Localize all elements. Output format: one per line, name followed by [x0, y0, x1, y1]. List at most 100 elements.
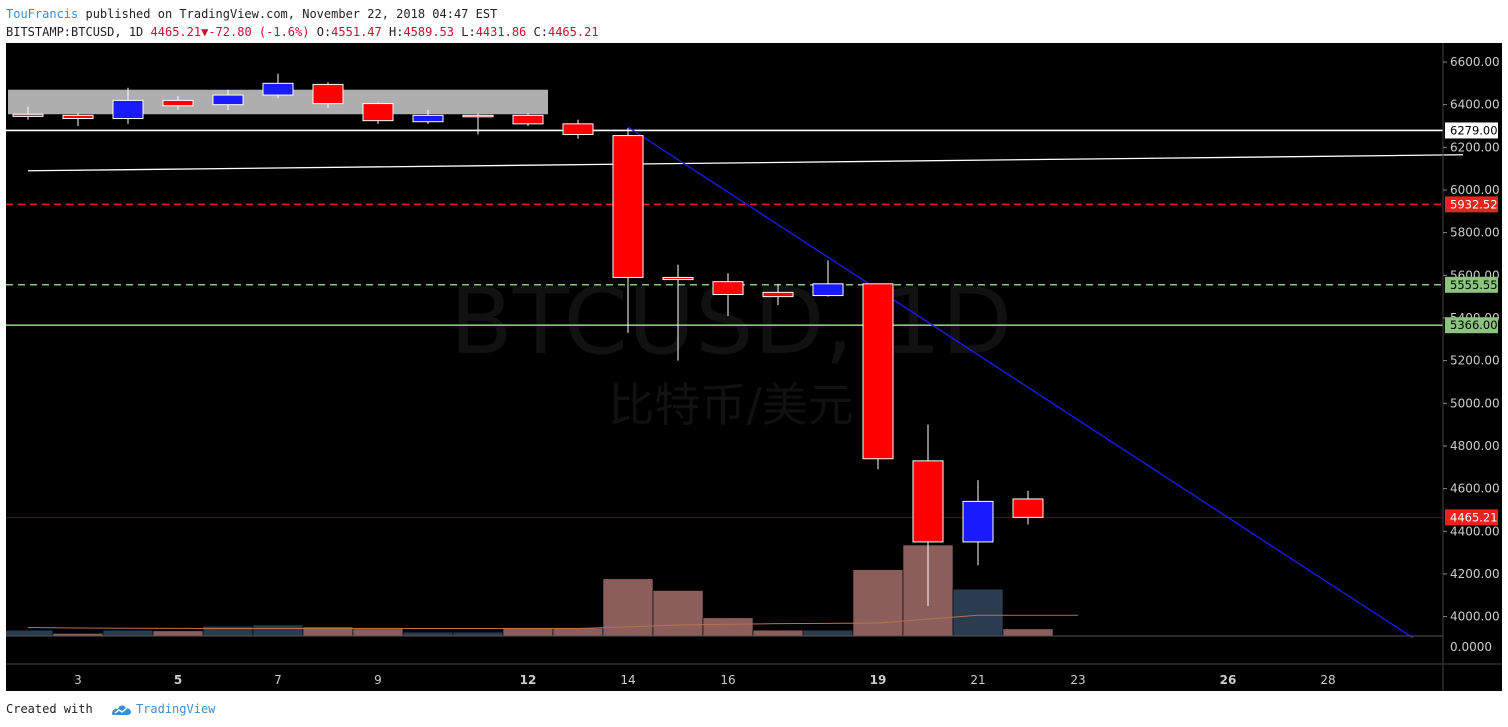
- candle-body[interactable]: [862, 283, 894, 460]
- price-tick-label: 5000.00: [1450, 396, 1500, 410]
- volume-bar: [352, 628, 404, 637]
- volume-bar: [502, 627, 554, 637]
- candle-body[interactable]: [662, 276, 694, 281]
- trendline[interactable]: [627, 126, 1414, 639]
- volume-bar: [752, 629, 804, 637]
- candle-body[interactable]: [212, 94, 244, 106]
- low-value: 4431.86: [475, 25, 527, 39]
- down-arrow-icon: ▼: [201, 25, 209, 39]
- volume-bar: [102, 629, 154, 637]
- close-label: C:: [533, 25, 548, 39]
- price-tag: [1445, 276, 1498, 293]
- last-price: 4465.21: [150, 25, 202, 39]
- price-tag: [1445, 509, 1498, 526]
- time-tick-label: 26: [1220, 673, 1237, 687]
- low-label: L:: [461, 25, 476, 39]
- candle-body[interactable]: [612, 135, 644, 278]
- price-tag: [1445, 122, 1498, 139]
- candle-body[interactable]: [762, 291, 794, 298]
- price-tick-label: 4000.00: [1450, 610, 1500, 624]
- price-tick-label: 5800.00: [1450, 226, 1500, 240]
- candle-body[interactable]: [312, 83, 344, 105]
- open-label: O:: [316, 25, 332, 39]
- volume-bar: [6, 629, 54, 637]
- volume-bar: [202, 625, 254, 637]
- published-text: published on TradingView.com, November 2…: [85, 7, 498, 21]
- price-tick-label: 4600.00: [1450, 482, 1500, 496]
- volume-bar: [702, 617, 754, 637]
- candle-body[interactable]: [562, 123, 594, 136]
- publish-line: TouFrancis published on TradingView.com,…: [6, 6, 497, 22]
- volume-axis-label: 0.0000: [1450, 640, 1492, 654]
- watermark-name: 比特币/美元: [608, 378, 854, 432]
- price-tick-label: 4800.00: [1450, 439, 1500, 453]
- volume-bar: [852, 569, 904, 637]
- candle-body[interactable]: [262, 82, 294, 96]
- volume-bar: [152, 630, 204, 637]
- candle-body[interactable]: [112, 99, 144, 120]
- time-tick-label: 28: [1320, 673, 1335, 687]
- volume-bar: [552, 627, 604, 637]
- volume-bar: [1002, 628, 1054, 637]
- time-tick-label: 21: [970, 673, 985, 687]
- volume-bar: [402, 631, 454, 637]
- tradingview-logo-icon: [111, 705, 131, 715]
- price-tick-label: 4200.00: [1450, 567, 1500, 581]
- candle-body[interactable]: [962, 500, 994, 543]
- time-tick-label: 9: [374, 673, 382, 687]
- time-tick-label: 23: [1070, 673, 1085, 687]
- time-tick-label: 19: [870, 673, 887, 687]
- candle-body[interactable]: [712, 281, 744, 295]
- volume-bar: [252, 624, 304, 637]
- volume-bar: [452, 631, 504, 637]
- chart-header: TouFrancis published on TradingView.com,…: [6, 4, 1502, 44]
- price-tick-label: 5200.00: [1450, 354, 1500, 368]
- candle-body[interactable]: [512, 114, 544, 125]
- candle-body[interactable]: [412, 114, 444, 123]
- price-change: -72.80 (-1.6%): [208, 25, 310, 39]
- time-tick-label: 12: [520, 673, 537, 687]
- candle-body[interactable]: [12, 113, 44, 117]
- volume-bar: [802, 629, 854, 637]
- price-tag-label: 5555.55: [1450, 278, 1498, 292]
- time-tick-label: 3: [74, 673, 82, 687]
- volume-ma-line: [27, 614, 1078, 629]
- price-tag: [1445, 196, 1498, 213]
- time-tick-label: 5: [174, 673, 182, 687]
- time-tick-label: 7: [274, 673, 282, 687]
- high-value: 4589.53: [403, 25, 455, 39]
- chart-area[interactable]: BTCUSD, 1D 比特币/美元 6600.00 6400.00 6200.00 60…: [6, 43, 1502, 691]
- price-tag-label: 4465.21: [1450, 510, 1498, 524]
- candle-body[interactable]: [362, 103, 394, 122]
- time-tick-label: 14: [620, 673, 635, 687]
- volume-bar: [952, 588, 1004, 637]
- candle-body[interactable]: [162, 99, 194, 107]
- author-link[interactable]: TouFrancis: [6, 7, 79, 21]
- volume-bar: [652, 590, 704, 637]
- ohlc-line: BITSTAMP:BTCUSD, 1D 4465.21▼-72.80 (-1.6…: [6, 24, 599, 40]
- tradingview-link[interactable]: TradingView: [135, 702, 216, 716]
- candle-body[interactable]: [462, 114, 494, 118]
- price-tag-label: 6279.00: [1450, 123, 1498, 137]
- candle-body[interactable]: [1012, 498, 1044, 518]
- close-value: 4465.21: [547, 25, 599, 39]
- open-value: 4551.47: [331, 25, 382, 39]
- time-tick-label: 16: [720, 673, 735, 687]
- candle-body[interactable]: [912, 460, 944, 543]
- price-tag-label: 5932.52: [1450, 197, 1498, 211]
- created-with-text: Created with: [6, 702, 93, 716]
- price-tick-label: 6600.00: [1450, 55, 1500, 69]
- price-tick-label: 4400.00: [1450, 524, 1500, 538]
- price-tick-label: 6000.00: [1450, 183, 1500, 197]
- price-tag-label: 5366.00: [1450, 318, 1498, 332]
- price-tick-label: 6200.00: [1450, 140, 1500, 154]
- trendline[interactable]: [27, 154, 1464, 172]
- price-tag: [1445, 317, 1498, 334]
- symbol-label: BITSTAMP:BTCUSD, 1D: [6, 25, 144, 39]
- price-tick-label: 6400.00: [1450, 98, 1500, 112]
- footer: Created with TradingView: [6, 702, 215, 720]
- candle-body[interactable]: [812, 283, 844, 297]
- candle-body[interactable]: [62, 114, 94, 120]
- high-label: H:: [388, 25, 404, 39]
